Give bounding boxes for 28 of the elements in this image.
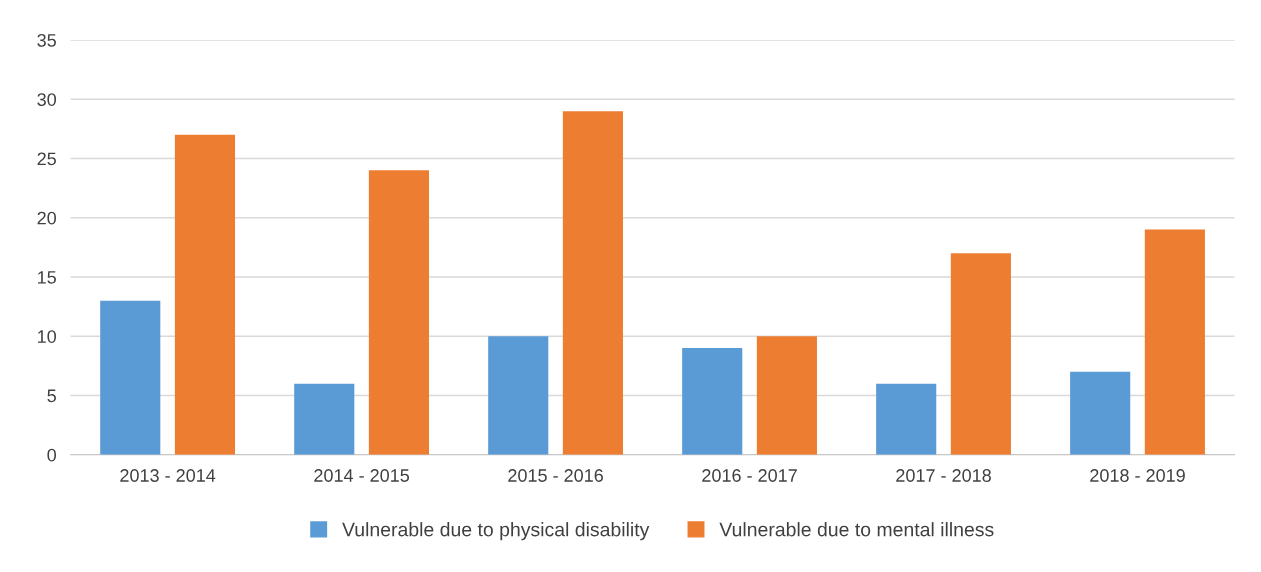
y-tick-label: 30 <box>37 93 57 106</box>
y-tick-label: 35 <box>37 33 56 47</box>
x-tick-label: 2017 - 2018 <box>896 469 991 482</box>
bar <box>876 383 937 455</box>
y-tick-label: 5 <box>47 389 56 403</box>
bar <box>1070 371 1131 455</box>
bar <box>682 348 743 455</box>
legend-label: Vulnerable due to physical disability <box>342 522 650 541</box>
bar <box>174 134 236 455</box>
bar <box>488 336 549 455</box>
y-tick-label: 25 <box>37 152 56 166</box>
x-tick-label: 2013 - 2014 <box>120 469 216 482</box>
y-tick-label: 15 <box>38 271 56 284</box>
bar <box>1144 229 1205 455</box>
bar <box>756 336 817 455</box>
bar <box>294 383 355 455</box>
x-tick-label: 2018 - 2019 <box>1090 469 1185 482</box>
legend-label: Vulnerable due to mental illness <box>719 522 994 537</box>
y-tick-label: 20 <box>37 211 57 225</box>
x-tick-label: 2014 - 2015 <box>314 469 410 482</box>
bar <box>950 253 1011 455</box>
x-tick-label: 2015 - 2016 <box>508 469 603 482</box>
y-tick-label: 0 <box>47 448 57 462</box>
bar <box>100 300 161 455</box>
bar <box>562 111 623 455</box>
y-tick-label: 10 <box>38 330 57 343</box>
x-tick-label: 2016 - 2017 <box>702 469 797 482</box>
bar <box>368 170 429 455</box>
